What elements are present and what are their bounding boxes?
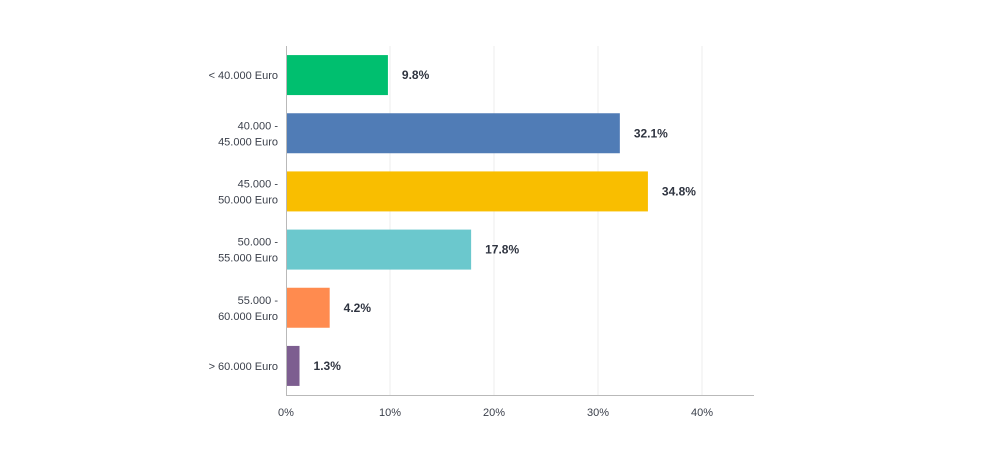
axes (286, 46, 754, 396)
category-label-5: > 60.000 Euro (209, 361, 278, 373)
x-tick-label-40: 40% (691, 407, 713, 419)
category-label-3-line-0: 50.000 - (238, 237, 279, 249)
category-label-2-line-0: 45.000 - (238, 178, 279, 190)
value-label-5: 1.3% (314, 359, 342, 373)
gridlines (389, 46, 703, 395)
bar-4 (286, 287, 330, 328)
value-label-1: 32.1% (634, 126, 668, 140)
category-label-4-line-1: 60.000 Euro (218, 311, 278, 323)
value-label-3: 17.8% (485, 243, 519, 257)
category-label-2-line-1: 50.000 Euro (218, 194, 278, 206)
category-label-4-line-0: 55.000 - (238, 295, 279, 307)
value-label-4: 4.2% (344, 301, 372, 315)
x-tick-label-0: 0% (278, 407, 294, 419)
bar-5 (286, 345, 300, 386)
bar-3 (286, 229, 472, 270)
value-label-2: 34.8% (662, 184, 696, 198)
category-label-1-line-1: 45.000 Euro (218, 136, 278, 148)
x-tick-label-10: 10% (379, 407, 401, 419)
x-tick-label-30: 30% (587, 407, 609, 419)
bars (286, 55, 648, 386)
bar-1 (286, 113, 620, 154)
category-label-1-line-0: 40.000 - (238, 120, 279, 132)
x-tick-label-20: 20% (483, 407, 505, 419)
category-label-0: < 40.000 Euro (209, 70, 278, 82)
category-label-3-line-1: 55.000 Euro (218, 253, 278, 265)
bar-0 (286, 55, 388, 96)
labels: 9.8% < 40.000 Euro 32.1% 40.000 - 45.000 Eur… (209, 68, 714, 419)
value-label-0: 9.8% (402, 68, 430, 82)
bar-2 (286, 171, 648, 212)
